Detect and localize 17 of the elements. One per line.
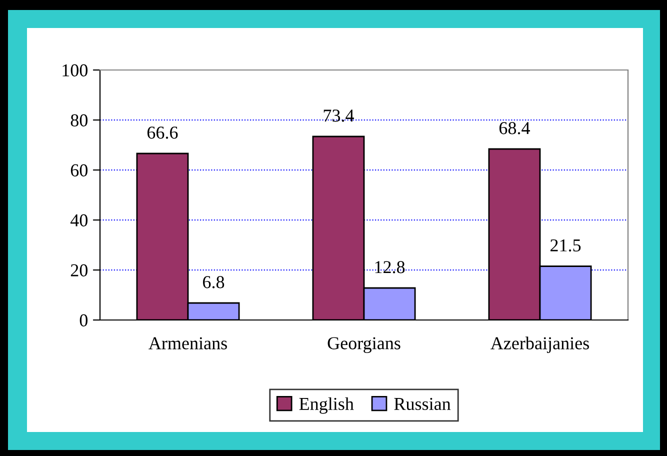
- data-label: 21.5: [550, 239, 581, 252]
- data-label: 6.8: [203, 276, 224, 288]
- y-tick-label: 20: [70, 264, 88, 276]
- y-tick-label: 40: [70, 214, 88, 226]
- x-tick-label: Armenians: [148, 337, 227, 350]
- y-tick-label: 60: [70, 164, 88, 176]
- legend-label: English: [299, 397, 354, 414]
- data-label: 68.4: [499, 122, 530, 134]
- data-label: 66.6: [147, 126, 178, 139]
- y-tick-label: 0: [80, 314, 88, 326]
- legend-label: Russian: [394, 398, 451, 410]
- y-tick-label: 100: [62, 64, 88, 76]
- data-label: 12.8: [375, 261, 405, 274]
- data-label: 73.4: [324, 110, 354, 122]
- x-tick-label: Georgians: [328, 337, 400, 354]
- x-tick-label: Azerbaijanies: [490, 336, 589, 354]
- y-tick-label: 80: [70, 114, 88, 126]
